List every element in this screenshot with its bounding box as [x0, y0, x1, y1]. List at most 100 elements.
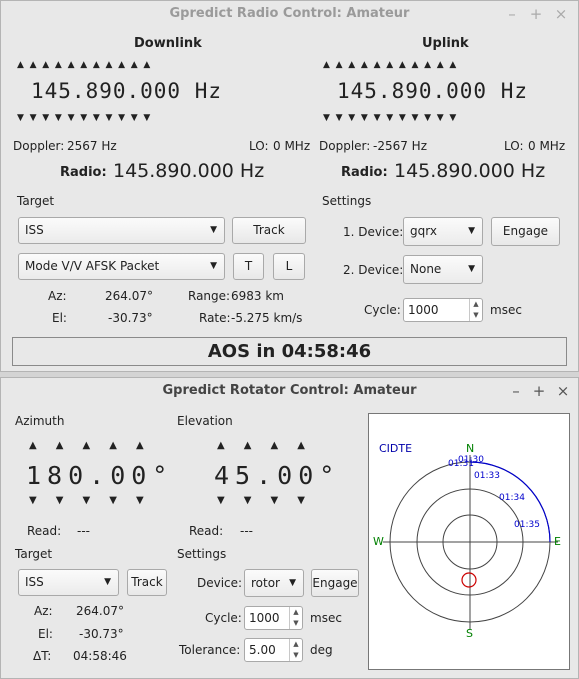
- elevation-read-label: Read:: [189, 524, 224, 538]
- downlink-frequency: 145.890.000 Hz: [31, 79, 223, 103]
- compass-n: N: [466, 442, 475, 455]
- chevron-down-icon: ▼: [210, 225, 217, 235]
- track-time-label: 01:33: [474, 471, 500, 481]
- downlink-down-arrows[interactable]: ▼ ▼ ▼ ▼ ▼ ▼ ▼ ▼ ▼ ▼ ▼: [17, 113, 151, 123]
- chevron-down-icon: ▼: [289, 578, 296, 588]
- engage-button[interactable]: Engage: [491, 217, 560, 246]
- rotator-device-label: Device:: [197, 576, 243, 590]
- radio-az-label: Az:: [48, 289, 67, 303]
- azimuth-value: 180.00°: [26, 461, 174, 490]
- satellite-select[interactable]: ISS ▼: [18, 217, 225, 244]
- radio-target-heading: Target: [17, 194, 55, 208]
- rotator-engage-button[interactable]: Engage: [311, 569, 359, 597]
- uplink-down-arrows[interactable]: ▼ ▼ ▼ ▼ ▼ ▼ ▼ ▼ ▼ ▼ ▼: [323, 113, 457, 123]
- radio-cycle-unit: msec: [490, 303, 522, 317]
- compass-s: S: [466, 627, 473, 640]
- rotator-target-heading: Target: [15, 547, 53, 561]
- transponder-select[interactable]: Mode V/V AFSK Packet ▼: [18, 253, 225, 280]
- rotator-cycle-value: 1000: [249, 611, 280, 625]
- t-button[interactable]: T: [233, 253, 264, 280]
- elevation-heading: Elevation: [177, 414, 233, 428]
- device1-select[interactable]: gqrx ▼: [403, 217, 483, 246]
- uplink-radio-value: 145.890.000 Hz: [394, 160, 546, 182]
- radio-az-value: 264.07°: [105, 289, 153, 303]
- rotator-device-value: rotor: [251, 576, 280, 590]
- compass-w: W: [373, 535, 384, 548]
- station-name: CIDTE: [379, 442, 413, 455]
- range-label: Range:: [188, 289, 231, 303]
- device1-select-value: gqrx: [410, 224, 437, 238]
- rotator-cycle-spinner[interactable]: 1000 ▲ ▼: [244, 606, 303, 630]
- target-marker: [461, 572, 477, 588]
- pass-track: [469, 461, 551, 543]
- downlink-heading: Downlink: [134, 36, 202, 51]
- elevation-down-arrows[interactable]: ▼ ▼ ▼ ▼: [217, 495, 305, 506]
- downlink-up-arrows[interactable]: ▲ ▲ ▲ ▲ ▲ ▲ ▲ ▲ ▲ ▲ ▲: [17, 60, 151, 70]
- azimuth-up-arrows[interactable]: ▲ ▲ ▲ ▲ ▲: [29, 440, 144, 451]
- device2-select[interactable]: None ▼: [403, 255, 483, 284]
- rotator-dt-label: ΔT:: [33, 649, 52, 663]
- elevation-up-arrows[interactable]: ▲ ▲ ▲ ▲: [217, 440, 305, 451]
- downlink-doppler-label: Doppler:: [13, 139, 65, 153]
- uplink-lo-label: LO:: [504, 139, 524, 153]
- device2-select-value: None: [410, 262, 442, 276]
- spin-up-down-icon[interactable]: ▲ ▼: [469, 299, 482, 321]
- minimize-button[interactable]: –: [512, 382, 520, 400]
- rotator-az-label: Az:: [34, 604, 53, 618]
- radio-settings-heading: Settings: [322, 194, 372, 208]
- maximize-button[interactable]: +: [529, 5, 543, 23]
- polar-plot-svg: [383, 455, 558, 629]
- azimuth-down-arrows[interactable]: ▼ ▼ ▼ ▼ ▼: [29, 495, 144, 506]
- rotator-control-window: Gpredict Rotator Control: Amateur – + × …: [0, 377, 579, 679]
- radio-window-title: Gpredict Radio Control: Amateur: [169, 6, 410, 21]
- downlink-doppler-value: 2567 Hz: [67, 139, 117, 153]
- radio-el-label: El:: [52, 311, 67, 325]
- spin-up-down-icon[interactable]: ▲ ▼: [289, 639, 302, 661]
- transponder-select-value: Mode V/V AFSK Packet: [25, 259, 160, 273]
- range-value: 6983 km: [231, 289, 284, 303]
- track-time-label: 01:31: [448, 459, 474, 469]
- rotator-satellite-value: ISS: [25, 575, 44, 589]
- radio-control-window: Gpredict Radio Control: Amateur – + × Do…: [0, 0, 579, 372]
- l-button[interactable]: L: [273, 253, 305, 280]
- uplink-up-arrows[interactable]: ▲ ▲ ▲ ▲ ▲ ▲ ▲ ▲ ▲ ▲ ▲: [323, 60, 457, 70]
- elevation-read-value: ---: [240, 524, 253, 538]
- chevron-down-icon: ▼: [468, 264, 475, 274]
- rate-value: -5.275 km/s: [231, 311, 303, 325]
- spin-up-down-icon[interactable]: ▲ ▼: [289, 607, 302, 629]
- radio-cycle-value: 1000: [408, 303, 439, 317]
- minimize-button[interactable]: –: [508, 5, 516, 23]
- rotator-dt-value: 04:58:46: [73, 649, 127, 663]
- downlink-radio-label: Radio:: [60, 165, 107, 180]
- azimuth-read-value: ---: [77, 524, 90, 538]
- rate-label: Rate:: [199, 311, 231, 325]
- rotator-satellite-select[interactable]: ISS ▼: [18, 569, 119, 596]
- device2-label: 2. Device:: [343, 263, 404, 277]
- device1-label: 1. Device:: [343, 225, 404, 239]
- track-time-label: 01:35: [514, 520, 540, 530]
- aos-status: AOS in 04:58:46: [207, 341, 372, 362]
- downlink-lo-label: LO:: [249, 139, 269, 153]
- azimuth-read-label: Read:: [27, 524, 62, 538]
- uplink-lo-value: 0 MHz: [528, 139, 566, 153]
- rotator-el-value: -30.73°: [79, 627, 124, 641]
- uplink-frequency: 145.890.000 Hz: [337, 79, 529, 103]
- uplink-radio-label: Radio:: [341, 165, 388, 180]
- close-button[interactable]: ×: [554, 5, 568, 23]
- tolerance-value: 5.00: [249, 643, 276, 657]
- radio-cycle-spinner[interactable]: 1000 ▲ ▼: [403, 298, 483, 322]
- satellite-select-value: ISS: [25, 223, 44, 237]
- polar-plot: CIDTE N S W E 01:30 01:31 01:33 01:34 01…: [368, 413, 570, 670]
- rotator-track-button[interactable]: Track: [127, 569, 167, 596]
- maximize-button[interactable]: +: [532, 382, 546, 400]
- track-button[interactable]: Track: [232, 217, 306, 244]
- close-button[interactable]: ×: [556, 382, 570, 400]
- uplink-heading: Uplink: [422, 36, 469, 51]
- radio-cycle-label: Cycle:: [364, 303, 401, 317]
- uplink-doppler-label: Doppler:: [319, 139, 371, 153]
- rotator-settings-heading: Settings: [177, 547, 227, 561]
- compass-e: E: [554, 535, 561, 548]
- rotator-device-select[interactable]: rotor ▼: [244, 569, 304, 597]
- tolerance-spinner[interactable]: 5.00 ▲ ▼: [244, 638, 303, 662]
- track-time-label: 01:30: [458, 455, 484, 465]
